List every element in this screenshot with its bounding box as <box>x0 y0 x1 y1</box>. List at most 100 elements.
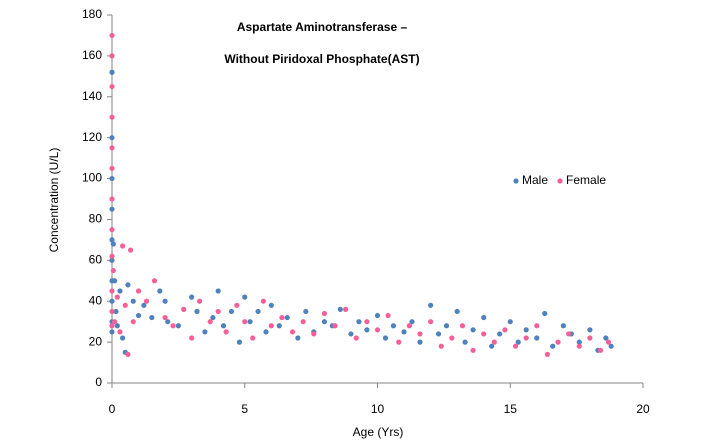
data-point <box>143 298 150 304</box>
data-point <box>122 302 128 308</box>
data-point <box>113 308 119 315</box>
data-point <box>109 227 115 233</box>
data-point <box>151 278 158 284</box>
data-point <box>242 319 248 325</box>
data-point <box>181 306 187 312</box>
data-point <box>112 278 118 284</box>
data-point <box>597 347 604 353</box>
data-point <box>189 335 195 341</box>
data-point <box>406 323 412 329</box>
data-point <box>114 294 120 300</box>
data-point <box>462 339 468 345</box>
data-point <box>247 319 253 325</box>
y-tick-label: 100 <box>82 171 102 185</box>
data-point <box>109 323 115 329</box>
data-point <box>550 343 556 349</box>
data-point <box>234 302 240 308</box>
data-point <box>197 298 203 304</box>
data-point <box>117 288 123 294</box>
data-point <box>385 312 391 319</box>
data-point <box>555 339 561 345</box>
data-point <box>276 323 282 329</box>
data-point <box>162 314 168 321</box>
data-point <box>110 267 116 274</box>
data-point <box>605 339 612 345</box>
data-point <box>576 339 582 345</box>
data-point <box>435 331 442 337</box>
data-point <box>255 308 261 315</box>
data-point <box>576 343 582 349</box>
data-point <box>109 69 115 75</box>
data-point <box>207 319 213 325</box>
y-tick-label: 180 <box>82 7 102 21</box>
data-point <box>135 312 142 319</box>
data-point <box>215 308 221 315</box>
data-point <box>497 331 503 337</box>
data-point <box>117 329 123 335</box>
data-point <box>236 339 243 345</box>
x-tick-label: 10 <box>371 402 385 416</box>
legend-label: Male <box>522 173 548 187</box>
data-point <box>260 298 266 304</box>
data-point <box>321 319 327 325</box>
data-point <box>587 327 593 333</box>
data-point <box>210 314 216 321</box>
data-point <box>289 329 296 335</box>
data-point <box>149 314 155 321</box>
y-axis-label: Concentration (U/L) <box>47 148 61 253</box>
data-point <box>109 329 115 335</box>
data-point <box>303 308 309 315</box>
data-point <box>356 319 362 325</box>
data-point <box>279 314 285 321</box>
data-point <box>332 323 338 329</box>
data-point <box>428 319 434 325</box>
data-point <box>109 237 115 243</box>
y-tick-label: 160 <box>82 48 102 62</box>
data-point <box>215 288 221 294</box>
data-point <box>109 288 115 294</box>
x-tick-label: 5 <box>241 402 248 416</box>
data-point <box>454 308 460 315</box>
data-point <box>109 257 115 263</box>
y-tick-label: 120 <box>82 130 102 144</box>
data-point <box>438 343 444 349</box>
data-point <box>470 347 476 353</box>
data-point <box>459 323 466 329</box>
data-point <box>109 165 115 171</box>
data-point <box>109 206 115 212</box>
data-point <box>202 329 208 335</box>
x-axis-label: Age (Yrs) <box>353 425 404 439</box>
data-point <box>353 335 359 341</box>
legend-marker <box>557 178 563 184</box>
data-point <box>428 302 434 308</box>
data-point <box>512 343 519 349</box>
data-point <box>443 323 450 329</box>
data-point <box>523 327 529 333</box>
x-tick-label: 0 <box>109 402 116 416</box>
data-point <box>127 247 134 253</box>
data-point <box>130 319 136 325</box>
y-tick-label: 40 <box>89 293 103 307</box>
data-point <box>157 288 163 294</box>
data-point <box>109 53 115 59</box>
data-point <box>470 327 476 333</box>
data-point <box>382 335 389 341</box>
data-point <box>489 343 495 349</box>
data-point <box>284 314 290 321</box>
data-point <box>242 294 248 300</box>
data-point <box>401 329 407 335</box>
data-point <box>374 327 381 333</box>
data-point <box>125 282 131 288</box>
y-tick-label: 20 <box>89 334 103 348</box>
data-point <box>374 312 381 319</box>
data-point <box>135 288 142 294</box>
y-tick-label: 80 <box>89 212 103 226</box>
legend-label: Female <box>566 173 606 187</box>
data-point <box>109 145 115 151</box>
data-point <box>348 331 354 337</box>
x-tick-label: 20 <box>636 402 650 416</box>
data-point <box>417 331 423 337</box>
data-point <box>603 335 609 341</box>
data-point <box>194 308 200 315</box>
data-point <box>109 196 115 202</box>
